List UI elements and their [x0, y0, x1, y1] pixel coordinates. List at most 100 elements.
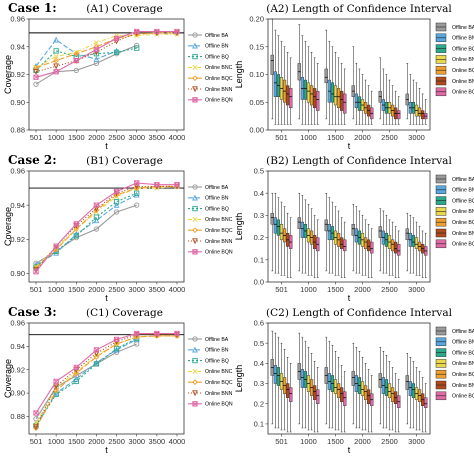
- legend-key-marker: [192, 249, 198, 255]
- box: [336, 383, 341, 398]
- data-point: [53, 36, 60, 43]
- data-point: [53, 378, 59, 385]
- y-axis-title: Length: [234, 365, 244, 393]
- x-tick-label: 1000: [300, 285, 317, 294]
- y-tick-label: 0.90: [10, 98, 25, 107]
- series-line: [35, 32, 177, 73]
- series-line: [35, 337, 137, 427]
- x-tick-label: 501: [30, 285, 43, 294]
- box: [340, 90, 344, 111]
- y-axis-title: Coverage: [3, 55, 13, 94]
- data-point: [53, 69, 59, 75]
- x-tick-label: 501: [275, 285, 288, 294]
- data-point: [33, 269, 39, 275]
- y-tick-label: 0.92: [10, 70, 25, 79]
- legend-label: Online BNN: [205, 391, 233, 397]
- panel-title: (A1) Coverage: [86, 3, 163, 15]
- legend-label: Online BNC: [452, 361, 474, 367]
- box: [417, 107, 422, 117]
- legend-label: Online BQC: [205, 380, 233, 386]
- data-point: [113, 47, 120, 54]
- x-tick-label: 501: [30, 133, 43, 142]
- legend-key-marker: [192, 357, 198, 364]
- series-line: [35, 343, 137, 420]
- data-point: [93, 226, 100, 232]
- x-axis-title: t: [348, 445, 351, 455]
- data-point: [113, 346, 120, 353]
- panel-title: (C2) Length of Confidence Interval: [266, 307, 453, 319]
- data-point: [93, 214, 100, 220]
- legend-label: Online BNC: [452, 57, 474, 63]
- box: [421, 110, 425, 120]
- y-tick-label: 0.05: [249, 98, 264, 107]
- legend-key-marker: [192, 97, 198, 103]
- box: [306, 82, 311, 103]
- box: [405, 375, 409, 390]
- box: [313, 385, 317, 400]
- legend-label: Offline BN: [205, 196, 229, 202]
- data-point: [134, 180, 140, 186]
- x-tick-label: 3500: [149, 285, 166, 294]
- box: [378, 373, 382, 388]
- box: [330, 82, 335, 103]
- legend-label: Online BQN: [205, 250, 233, 256]
- box: [279, 224, 284, 241]
- box: [333, 379, 338, 394]
- x-tick-label: 3500: [149, 437, 166, 446]
- data-point: [93, 347, 100, 353]
- legend-label: Offline BQ: [452, 350, 474, 356]
- series-line: [35, 185, 178, 268]
- box: [408, 381, 412, 396]
- box: [340, 237, 344, 249]
- y-tick-label: 0.4: [254, 359, 264, 368]
- data-point: [93, 217, 100, 224]
- y-tick-label: 0.1: [254, 255, 264, 264]
- legend-label: Online BNN: [205, 239, 233, 245]
- data-point: [113, 35, 120, 42]
- x-tick-label: 3500: [149, 133, 166, 142]
- data-point: [93, 202, 100, 208]
- data-point: [154, 28, 160, 35]
- x-tick-label: 1500: [327, 133, 344, 142]
- data-point: [53, 249, 60, 256]
- legend-label: Online BQN: [452, 90, 474, 96]
- box: [367, 239, 371, 252]
- legend-key-marker: [192, 379, 198, 386]
- legend-label: Online BQC: [452, 372, 474, 378]
- x-tick-label: 3000: [408, 437, 425, 446]
- y-axis-title: Length: [234, 213, 244, 241]
- box: [324, 68, 328, 84]
- box: [351, 224, 355, 236]
- legend-label: Offline BN: [452, 340, 474, 346]
- data-point: [33, 69, 39, 75]
- box: [424, 397, 428, 408]
- data-point: [33, 81, 39, 87]
- case-label: Case 1:: [8, 1, 57, 15]
- data-point: [33, 425, 39, 431]
- length-panel: (C2) Length of Confidence Interval 0.1 0.2…: [234, 307, 474, 455]
- x-tick-label: 1000: [48, 437, 65, 446]
- y-axis-title: Coverage: [3, 359, 13, 398]
- plot-area: [267, 170, 431, 283]
- data-point: [53, 387, 59, 394]
- data-point: [174, 330, 180, 337]
- legend-key-marker: [192, 227, 198, 234]
- data-point: [73, 226, 80, 232]
- legend-label: Offline BN: [452, 36, 474, 42]
- y-tick-label: 0.2: [254, 233, 264, 242]
- panel-title: (B1) Coverage: [86, 155, 163, 167]
- box: [336, 88, 341, 108]
- y-tick-label: 0.90: [10, 269, 25, 278]
- y-tick-label: 0.10: [249, 70, 264, 79]
- x-tick-label: 501: [275, 437, 288, 446]
- box: [327, 224, 331, 241]
- box: [363, 385, 368, 400]
- box: [360, 381, 365, 396]
- y-tick-label: 0.94: [10, 201, 25, 210]
- legend-label: Offline BA: [452, 177, 474, 183]
- data-point: [53, 63, 60, 70]
- y-tick-label: 0.2: [254, 399, 264, 408]
- legend-key-marker: [192, 32, 198, 38]
- panel-title: (C1) Coverage: [86, 307, 163, 319]
- legend-label: Online BNC: [205, 65, 233, 71]
